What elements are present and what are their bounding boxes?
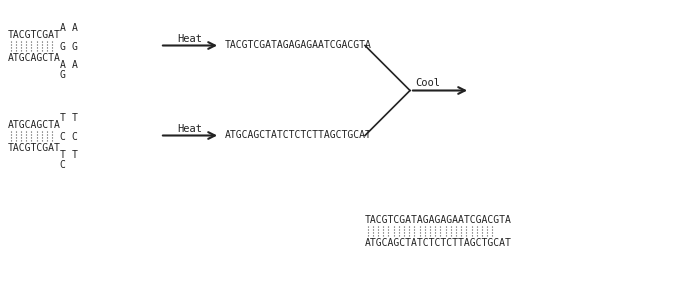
Text: C: C bbox=[72, 131, 78, 141]
Text: A: A bbox=[72, 60, 78, 70]
Text: G: G bbox=[60, 42, 66, 52]
Text: Heat: Heat bbox=[178, 123, 202, 133]
Text: A: A bbox=[72, 23, 78, 33]
Text: A: A bbox=[60, 23, 66, 33]
Text: C: C bbox=[60, 131, 66, 141]
Text: T: T bbox=[60, 150, 66, 160]
Text: TACGTCGAT: TACGTCGAT bbox=[8, 143, 61, 153]
Text: A: A bbox=[60, 60, 66, 70]
Text: Heat: Heat bbox=[178, 34, 202, 44]
Text: ATGCAGCTATCTCTCTTAGCTGCAT: ATGCAGCTATCTCTCTTAGCTGCAT bbox=[365, 238, 512, 248]
Text: ATGCAGCTA: ATGCAGCTA bbox=[8, 53, 61, 63]
Text: TACGTCGATAGAGAGAATCGACGTA: TACGTCGATAGAGAGAATCGACGTA bbox=[365, 215, 512, 225]
Text: G: G bbox=[60, 70, 66, 80]
Text: Cool: Cool bbox=[415, 78, 440, 87]
Text: TACGTCGATAGAGAGAATCGACGTA: TACGTCGATAGAGAGAATCGACGTA bbox=[225, 40, 372, 50]
Text: T: T bbox=[72, 150, 78, 160]
Text: ATGCAGCTA: ATGCAGCTA bbox=[8, 120, 61, 130]
Text: C: C bbox=[60, 160, 66, 170]
Text: ATGCAGCTATCTCTCTTAGCTGCAT: ATGCAGCTATCTCTCTTAGCTGCAT bbox=[225, 131, 372, 141]
Text: T: T bbox=[72, 113, 78, 123]
Text: T: T bbox=[60, 113, 66, 123]
Text: G: G bbox=[72, 42, 78, 52]
Text: TACGTCGAT: TACGTCGAT bbox=[8, 30, 61, 40]
